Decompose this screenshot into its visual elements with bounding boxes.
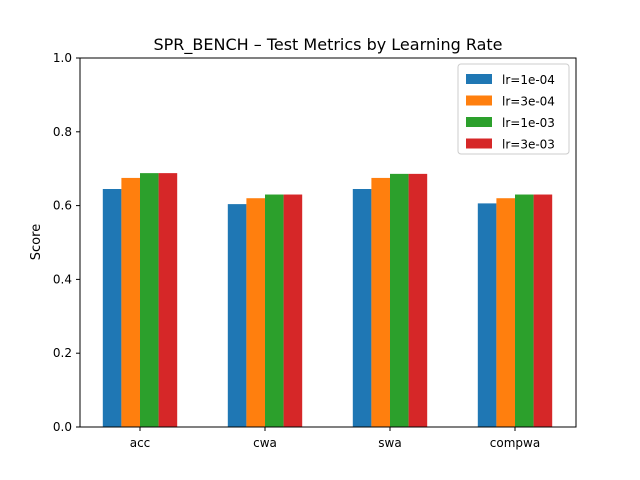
y-tick-label: 1.0 [53,51,72,65]
y-tick-label: 0.6 [53,199,72,213]
bar-compwa-3 [533,194,553,427]
x-tick-label-acc: acc [130,436,151,450]
bar-compwa-2 [515,194,534,427]
legend-label-1: lr=3e-04 [502,95,555,109]
bar-swa-0 [352,189,372,427]
bar-swa-2 [390,173,409,427]
y-axis-label: Score [29,224,44,260]
bar-compwa-0 [477,203,497,427]
legend-swatch-2 [466,117,492,127]
y-tick-label: 0.0 [53,420,72,434]
legend-label-2: lr=1e-03 [502,116,555,130]
plot-area: 0.0 0.2 0.4 0.6 0.8 1.0 acc cwa swa compwa [53,51,577,450]
bar-swa-3 [408,173,428,427]
bar-cwa-0 [227,204,247,427]
chart-title: SPR_BENCH – Test Metrics by Learning Rat… [153,35,502,55]
axes-frame [79,57,577,428]
legend-box [457,63,570,155]
bar-acc-0 [102,189,122,427]
bar-acc-3 [158,173,178,427]
legend-label-0: lr=1e-04 [502,73,555,87]
legend: lr=1e-04 lr=3e-04 lr=1e-03 lr=3e-03 [457,63,570,155]
y-tick-label: 0.8 [53,125,72,139]
bar-cwa-3 [283,194,303,427]
bar-swa-1 [371,177,390,427]
bar-acc-2 [140,173,159,427]
legend-swatch-0 [466,74,492,84]
y-tick-label: 0.2 [53,346,72,360]
y-tick-label: 0.4 [53,272,72,286]
x-tick-label-compwa: compwa [490,436,540,450]
legend-label-3: lr=3e-03 [502,138,555,152]
legend-swatch-1 [466,95,492,106]
bar-cwa-1 [246,198,265,427]
legend-swatch-3 [466,138,492,149]
bar-cwa-2 [265,194,284,427]
x-tick-label-cwa: cwa [253,436,277,450]
bar-compwa-1 [496,198,515,427]
x-tick-label-swa: swa [378,436,401,450]
bar-acc-1 [121,177,140,427]
